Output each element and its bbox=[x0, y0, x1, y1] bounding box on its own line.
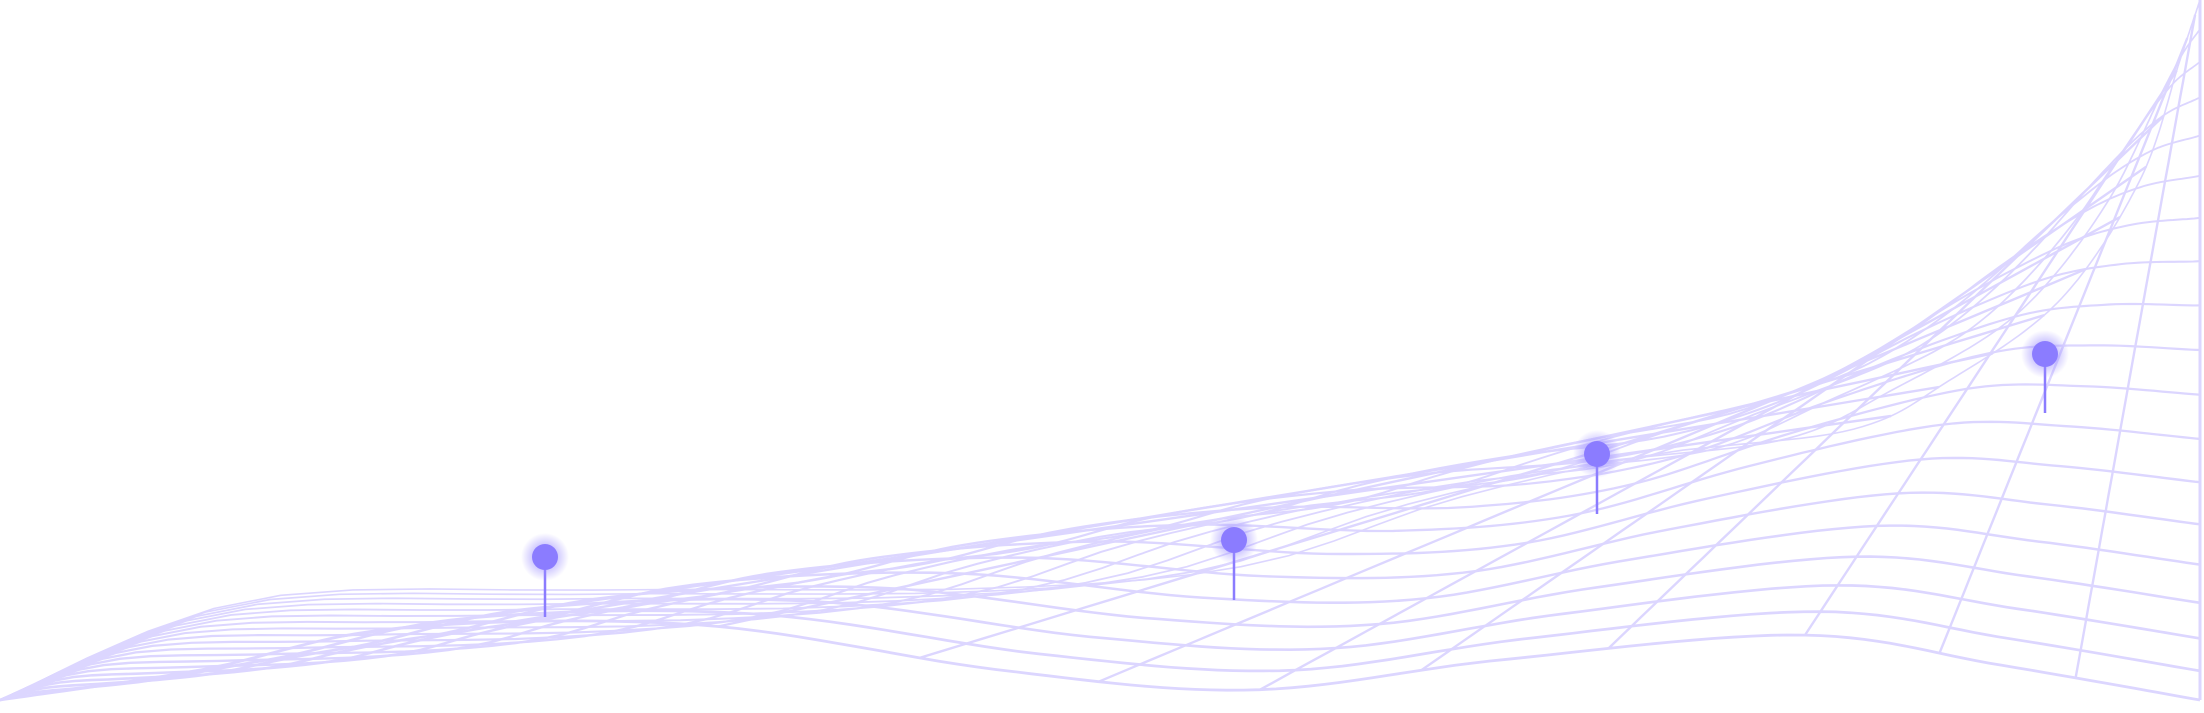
mesh-column-line bbox=[717, 352, 1993, 628]
pin-1[interactable] bbox=[521, 533, 569, 617]
pin-dot[interactable] bbox=[532, 544, 558, 570]
pin-dot[interactable] bbox=[1221, 527, 1247, 553]
pins bbox=[521, 330, 2069, 617]
mesh-column-line bbox=[512, 385, 1940, 623]
mesh-column-line bbox=[1420, 165, 2147, 672]
mesh-row-line bbox=[0, 609, 2201, 702]
pin-dot[interactable] bbox=[1584, 441, 1610, 467]
mesh-row-line bbox=[0, 619, 2201, 702]
mesh-row-line bbox=[0, 555, 2201, 702]
pin-dot[interactable] bbox=[2032, 341, 2058, 367]
mesh-column-line bbox=[919, 314, 2045, 660]
pin-4[interactable] bbox=[2021, 330, 2069, 413]
mesh-row-line bbox=[0, 491, 2201, 702]
mesh-column-line bbox=[1607, 114, 2165, 650]
mesh-column-line bbox=[340, 414, 1892, 638]
mesh-column-line bbox=[1259, 216, 2121, 691]
mesh-row-line bbox=[0, 134, 2201, 701]
mesh-row-line bbox=[0, 584, 2201, 702]
mesh-row-line bbox=[0, 524, 2201, 702]
mesh-row-line bbox=[0, 260, 2201, 701]
mesh-column-line bbox=[2074, 14, 2197, 679]
pin-2[interactable] bbox=[1210, 516, 1258, 600]
mesh-column-line bbox=[1803, 69, 2178, 636]
mesh-row-line bbox=[0, 96, 2201, 701]
pin-3[interactable] bbox=[1573, 430, 1621, 514]
